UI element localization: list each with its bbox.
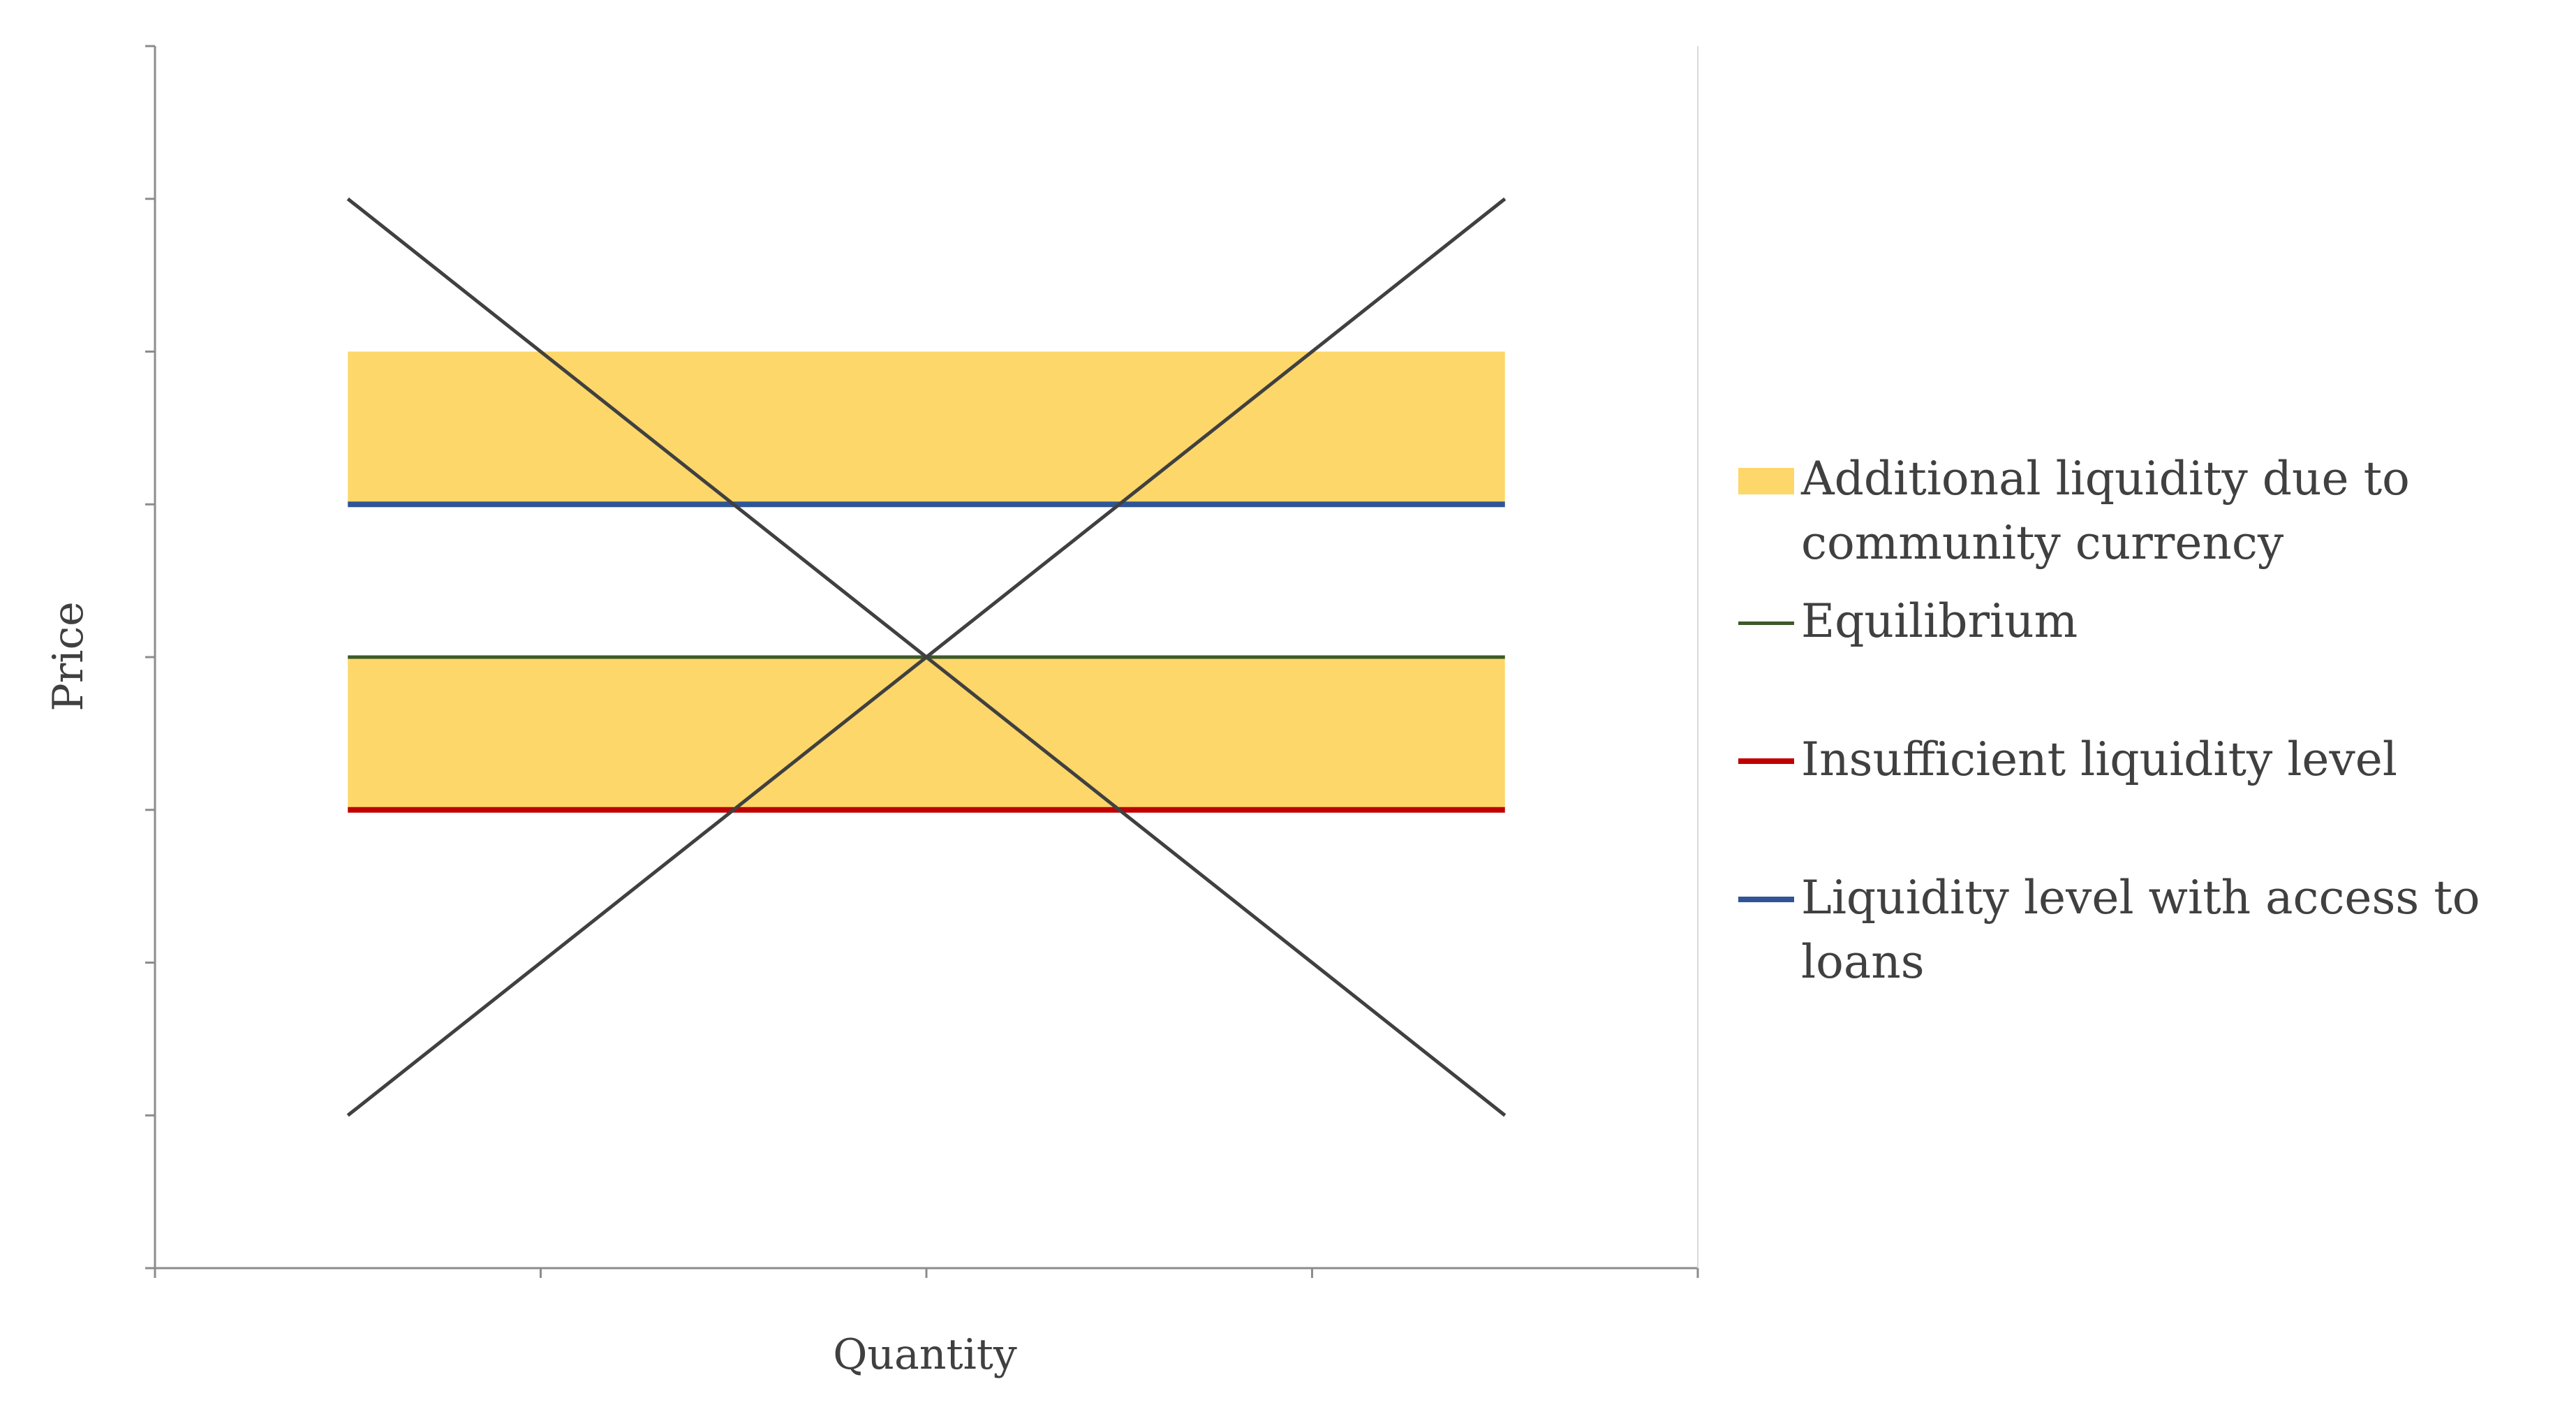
legend-label: Liquidity level with access to loans [1801, 871, 2480, 989]
supply-curve [346, 197, 1507, 1117]
legend-item-additional-liquidity: Additional liquidity due to community cu… [1738, 447, 2569, 575]
legend-label: Additional liquidity due to community cu… [1801, 452, 2410, 570]
liquidity-band-1 [348, 351, 1505, 505]
liquidity-band-2 [348, 657, 1505, 810]
legend-item-insufficient-liquidity: Insufficient liquidity level [1738, 728, 2569, 792]
legend-label: Equilibrium [1801, 594, 2078, 648]
legend: Additional liquidity due to community cu… [1738, 447, 2569, 994]
legend-item-equilibrium: Equilibrium [1738, 589, 2569, 654]
x-axis-title: Quantity [833, 1330, 1017, 1379]
liquidity-bands [348, 351, 1505, 810]
legend-swatch-line [1738, 897, 1794, 902]
legend-item-loans-liquidity: Liquidity level with access to loans [1738, 866, 2569, 994]
axes [145, 45, 1699, 1278]
supply-demand-curves [346, 197, 1507, 1117]
legend-swatch-band [1738, 468, 1794, 494]
legend-swatch-line [1738, 621, 1794, 625]
legend-swatch-line [1738, 758, 1794, 764]
y-axis-title: Price [44, 601, 93, 711]
legend-label: Insufficient liquidity level [1801, 733, 2397, 786]
